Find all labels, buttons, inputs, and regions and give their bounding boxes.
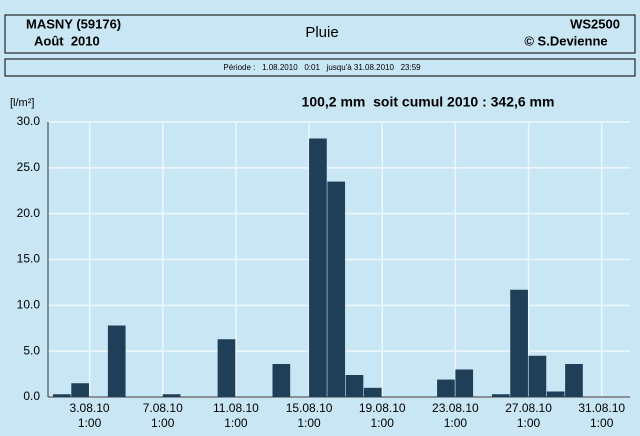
bar [510,289,528,397]
bar [327,181,346,397]
period-box [4,58,636,77]
bar [107,325,126,397]
x-tick-label: 11.08.10 [213,401,259,415]
bar [345,375,364,397]
author: © S.Devienne [524,33,607,48]
x-tick-time: 1:00 [151,416,175,430]
x-tick-label: 15.08.10 [286,401,333,415]
annotation: 100,2 mm soit cumul 2010 : 342,6 mm [302,94,555,110]
y-axis-label: [l/m²] [10,97,34,109]
bar [217,339,236,397]
x-tick-time: 1:00 [517,416,541,430]
bar [162,394,181,397]
x-tick-label: 3.08.10 [70,401,110,415]
bar [565,364,583,397]
chart-title: Pluie [305,24,338,41]
y-tick-label: 10.0 [17,298,41,312]
period: Période : 1.08.2010 0:01 jusqu'à 31.08.2… [223,63,421,72]
x-tick-label: 27.08.10 [505,401,552,415]
x-tick-label: 31.08.10 [578,401,625,415]
x-tick-time: 1:00 [78,416,102,430]
x-tick-label: 19.08.10 [359,401,406,415]
y-tick-label: 30.0 [17,114,41,128]
x-tick-time: 1:00 [297,416,321,430]
x-tick-time: 1:00 [371,416,395,430]
bar [546,391,565,397]
bar [309,138,327,397]
station: MASNY (59176) [26,16,121,31]
y-tick-label: 5.0 [23,343,40,357]
bar [71,383,89,397]
y-tick-label: 15.0 [17,252,41,266]
bar [455,369,474,397]
x-tick-time: 1:00 [224,416,248,430]
header-box [4,14,636,54]
bar [528,355,547,397]
x-tick-label: 7.08.10 [143,401,183,415]
x-tick-time: 1:00 [590,416,614,430]
x-tick-label: 23.08.10 [432,401,479,415]
bar [437,379,455,397]
y-tick-label: 0.0 [23,389,40,403]
device: WS2500 [570,16,620,31]
bar [363,387,382,397]
bar [272,364,291,397]
y-tick-label: 20.0 [17,206,41,220]
bar [491,394,510,397]
x-tick-time: 1:00 [444,416,468,430]
month: Août 2010 [34,33,100,48]
y-tick-label: 25.0 [17,160,41,174]
bar [53,394,71,397]
